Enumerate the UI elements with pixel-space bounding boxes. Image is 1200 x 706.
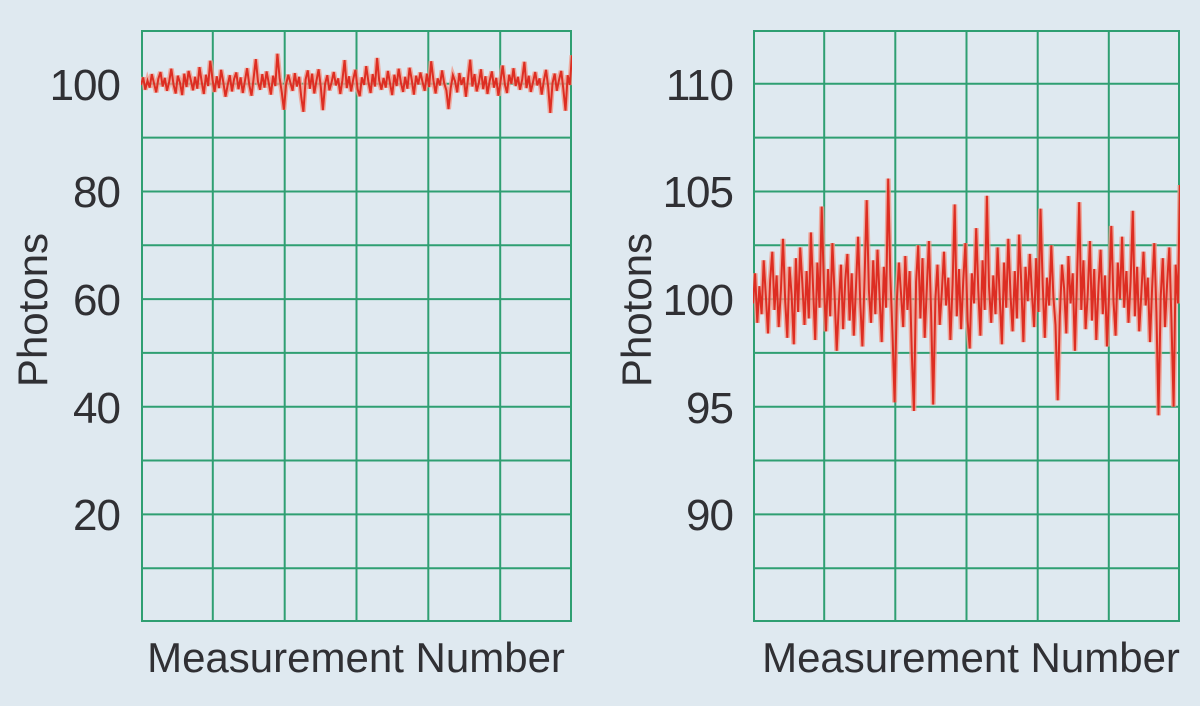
y-tick-label: 80 — [73, 168, 121, 217]
left-chart-plot-area — [141, 30, 572, 622]
left-chart-y-axis-label: Photons — [9, 232, 56, 388]
right-chart-y-axis-label: Photons — [613, 232, 660, 388]
right-chart-plot-area — [753, 30, 1180, 622]
plot-border — [141, 30, 572, 622]
right-chart-x-axis-label: Measurement Number — [762, 634, 1180, 681]
y-tick-label: 100 — [49, 61, 121, 110]
y-tick-label: 40 — [73, 384, 121, 433]
y-tick-label: 20 — [73, 491, 121, 540]
left-chart-x-axis-label: Measurement Number — [147, 634, 565, 681]
plot-border — [753, 30, 1180, 622]
y-tick-label: 110 — [665, 61, 734, 110]
y-tick-label: 95 — [686, 384, 734, 433]
y-tick-label: 90 — [686, 491, 734, 540]
photon-trace — [753, 178, 1180, 416]
photon-trace — [141, 53, 572, 113]
y-tick-label: 60 — [73, 276, 121, 325]
y-tick-label: 105 — [662, 168, 734, 217]
y-tick-label: 100 — [662, 276, 734, 325]
